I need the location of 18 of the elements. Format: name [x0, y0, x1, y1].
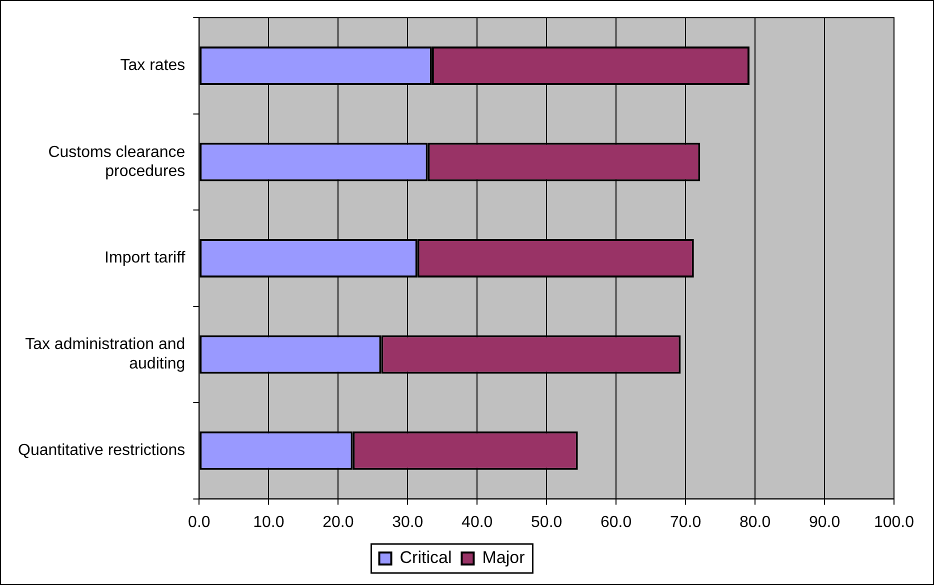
y-tick-label: Customs clearance procedures	[48, 144, 186, 180]
x-tick-label: 80.0	[739, 514, 771, 531]
x-tick-label: 50.0	[531, 514, 562, 531]
x-tick-label: 0.0	[188, 514, 210, 531]
legend-label: Critical	[400, 548, 452, 568]
y-tick-label: Quantitative restrictions	[18, 442, 186, 460]
x-tick-label: 10.0	[253, 514, 284, 531]
x-tick-label: 70.0	[670, 514, 702, 531]
x-tick-label: 30.0	[392, 514, 424, 531]
y-tick-label: Tax administration and auditing	[25, 336, 186, 372]
x-tick-label: 60.0	[600, 514, 632, 531]
y-tick-label: Import tariff	[104, 250, 186, 267]
y-tick-label: Tax rates	[120, 57, 186, 74]
x-tick-label: 40.0	[462, 514, 493, 531]
x-tick-label: 100.0	[874, 514, 914, 531]
x-tick-label: 20.0	[322, 514, 354, 531]
legend-label: Major	[482, 548, 526, 568]
x-tick-label: 90.0	[808, 514, 840, 531]
